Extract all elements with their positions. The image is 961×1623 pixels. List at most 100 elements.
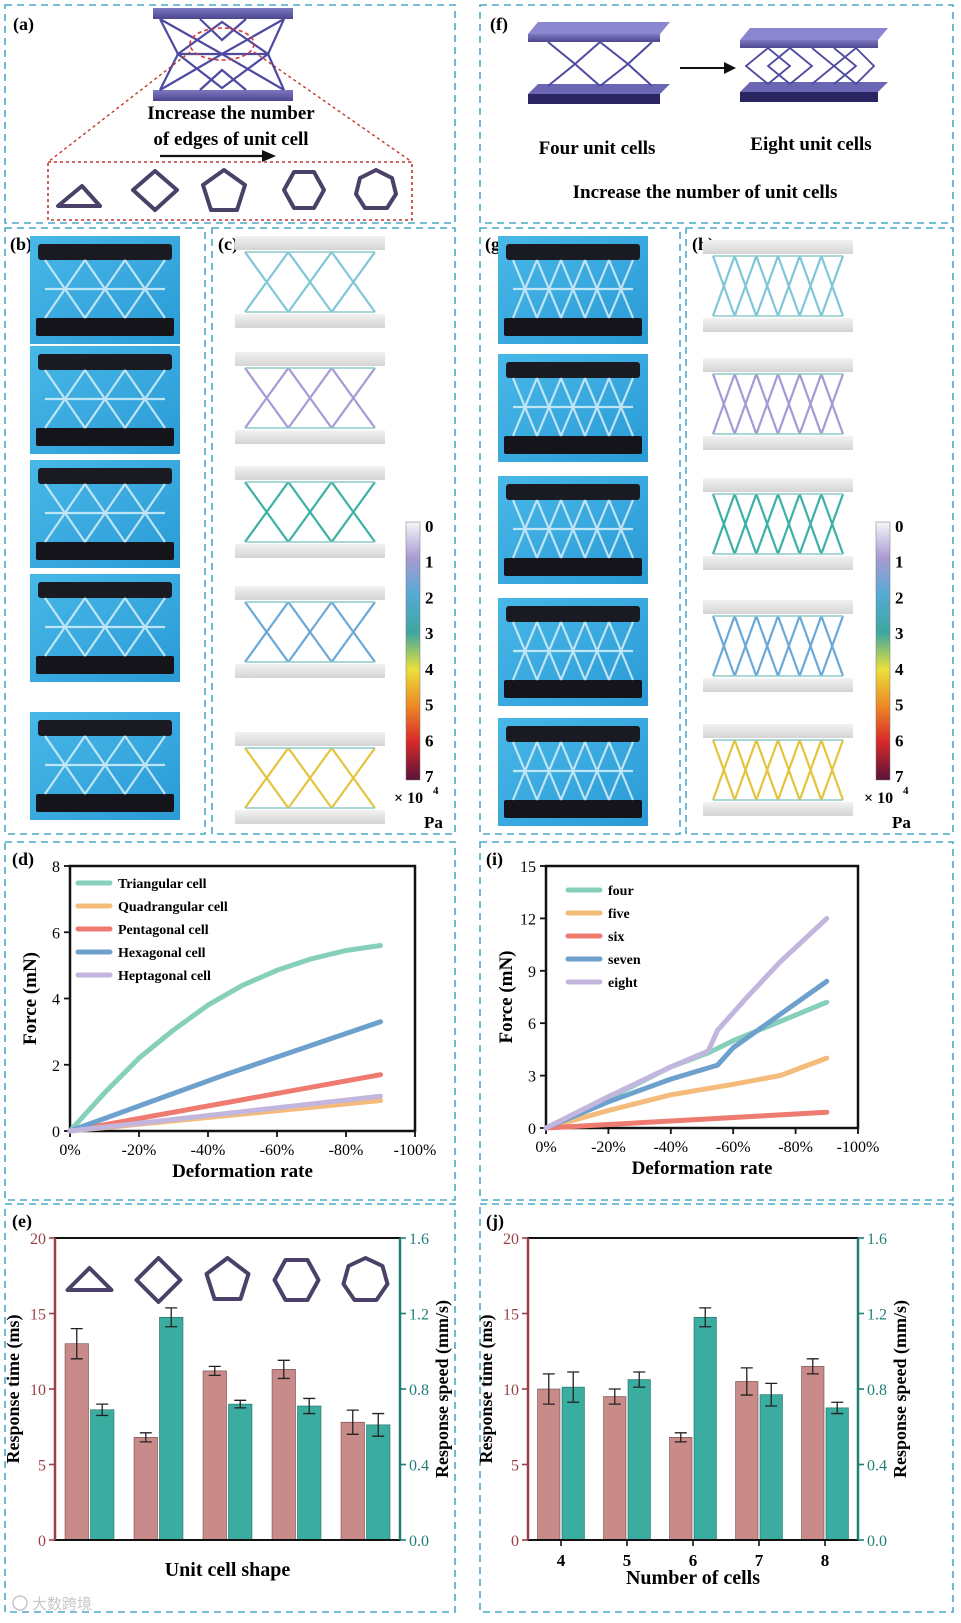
quadrangle-shape-icon	[131, 169, 179, 212]
b-photo-top-plate	[38, 720, 172, 736]
j-xtick-label: 7	[755, 1551, 764, 1570]
e-errorbar-speed	[165, 1307, 178, 1328]
j-bar-time	[669, 1437, 693, 1541]
e-errorbar-time	[277, 1359, 290, 1380]
j-ytick-right-label: 0.0	[867, 1533, 887, 1550]
j-errorbar-speed	[567, 1371, 580, 1403]
h-sim-bottom-plate	[703, 318, 853, 332]
b-photo-bottom-plate	[36, 656, 174, 674]
i-legend-label: eight	[608, 976, 638, 991]
g-photo-5	[498, 718, 648, 826]
b-photo-4	[30, 574, 180, 682]
h-sim-lattice	[711, 615, 845, 677]
i-series-line-3	[543, 1109, 830, 1131]
panel-a-caption-line1: Increase the number	[147, 103, 315, 124]
e-errorbar-time	[346, 1409, 359, 1435]
i-ytick-label: 3	[528, 1069, 536, 1086]
colorbar-tick-label: 4	[895, 660, 904, 679]
i-xtick-label: -20%	[591, 1139, 626, 1156]
j-errorbar-time	[542, 1373, 555, 1405]
b-photo-3	[30, 460, 180, 568]
h-sim-bottom-plate	[703, 678, 853, 692]
d-ytick-label: 8	[52, 859, 60, 876]
e-ytick-left-label: 0	[38, 1533, 46, 1550]
j-errorbar-speed	[699, 1307, 712, 1328]
i-series-line-4	[543, 978, 830, 1131]
j-errorbar-time	[740, 1367, 753, 1396]
e-hexagon-shape-icon	[272, 1258, 321, 1302]
g-photo-top-plate	[506, 244, 640, 260]
e-bar-time	[202, 1370, 227, 1541]
j-errorbar-time	[806, 1358, 819, 1375]
colorbar-tick-label: 5	[895, 696, 904, 715]
c-sim-edges	[245, 251, 375, 313]
d-legend-label: Triangular cell	[118, 877, 207, 892]
i-legend-label: seven	[608, 953, 641, 968]
h-sim-lattice	[711, 255, 845, 317]
h-sim-lattice	[711, 739, 845, 801]
panel-a-caption-line2: of edges of unit cell	[153, 129, 308, 150]
j-ytick-left-label: 20	[503, 1231, 519, 1248]
b-photo-lattice	[44, 369, 166, 429]
g-photo-top-plate	[506, 362, 640, 378]
i-xtick-label: 0%	[535, 1139, 556, 1156]
panel-letter-f: (f)	[490, 14, 508, 35]
g-photo-bottom-plate	[504, 558, 642, 576]
d-series-line-5	[67, 1093, 383, 1134]
panel-letter-b: (b)	[10, 234, 32, 255]
j-bar-time	[537, 1388, 561, 1541]
b-photo-lattice	[44, 259, 166, 319]
h-sim-top-plate	[703, 478, 853, 492]
i-legend-label: four	[608, 884, 634, 899]
panel-letter-c: (c)	[218, 234, 238, 255]
b-photo-bottom-plate	[36, 318, 174, 336]
j-bar-time	[603, 1396, 627, 1541]
e-bar-time	[271, 1369, 296, 1541]
c-sim-3	[235, 466, 385, 558]
e-xlabel: Unit cell shape	[165, 1559, 291, 1581]
g-photo-bottom-plate	[504, 800, 642, 818]
b-photo-bottom-plate	[36, 428, 174, 446]
colorbar-c-exponent: 4	[433, 785, 439, 797]
b-photo-top-plate	[38, 354, 172, 370]
e-errorbar-speed	[372, 1412, 385, 1437]
colorbar-tick-label: 6	[425, 731, 434, 750]
colorbar-tick-label: 1	[895, 553, 904, 572]
g-photo-lattice	[511, 259, 635, 319]
panel-g-photos	[498, 236, 648, 826]
b-photo-lattice	[44, 735, 166, 795]
j-y2label: Response speed (mm/s)	[890, 1300, 911, 1478]
e-ytick-left-label: 15	[30, 1307, 46, 1324]
j-errorbar-speed	[633, 1371, 646, 1388]
panel-f-label-right: Eight unit cells	[750, 134, 871, 155]
i-ytick-label: 6	[528, 1016, 536, 1033]
b-photo-top-plate	[38, 468, 172, 484]
e-errorbar-time	[70, 1327, 83, 1360]
i-xtick-label: -60%	[716, 1139, 751, 1156]
b-photo-5	[30, 712, 180, 820]
d-legend-label: Heptagonal cell	[118, 969, 211, 984]
b-photo-1	[30, 236, 180, 344]
h-sim-lattice	[711, 373, 845, 435]
e-pentagon-shape-icon	[204, 1256, 251, 1301]
i-legend-label: six	[608, 930, 624, 945]
j-ylabel: Response time (ms)	[476, 1315, 497, 1464]
i-plot-frame	[544, 864, 860, 1130]
c-sim-5	[235, 732, 385, 824]
c-sim-2	[235, 352, 385, 444]
e-bar-time	[64, 1343, 89, 1541]
j-ytick-right-label: 0.4	[867, 1458, 887, 1475]
panel-a-schematic	[47, 8, 413, 221]
g-photo-top-plate	[506, 484, 640, 500]
g-photo-lattice	[511, 499, 635, 559]
c-sim-edges	[245, 481, 375, 543]
j-xtick-label: 4	[557, 1551, 566, 1570]
e-ytick-left-label: 5	[38, 1458, 46, 1475]
chart-e-response-by-shape: 0 5 10 15 20 0.0 0.4 0.8 1.2 1.6 Unit cell shape Re…	[3, 1231, 453, 1581]
e-errorbar-speed	[303, 1397, 316, 1415]
d-xtick-label: -80%	[329, 1142, 364, 1159]
i-ytick-label: 15	[520, 859, 536, 876]
j-bar-speed	[561, 1386, 585, 1541]
i-ytick-label: 12	[520, 911, 536, 928]
h-sim-edges	[713, 493, 843, 555]
